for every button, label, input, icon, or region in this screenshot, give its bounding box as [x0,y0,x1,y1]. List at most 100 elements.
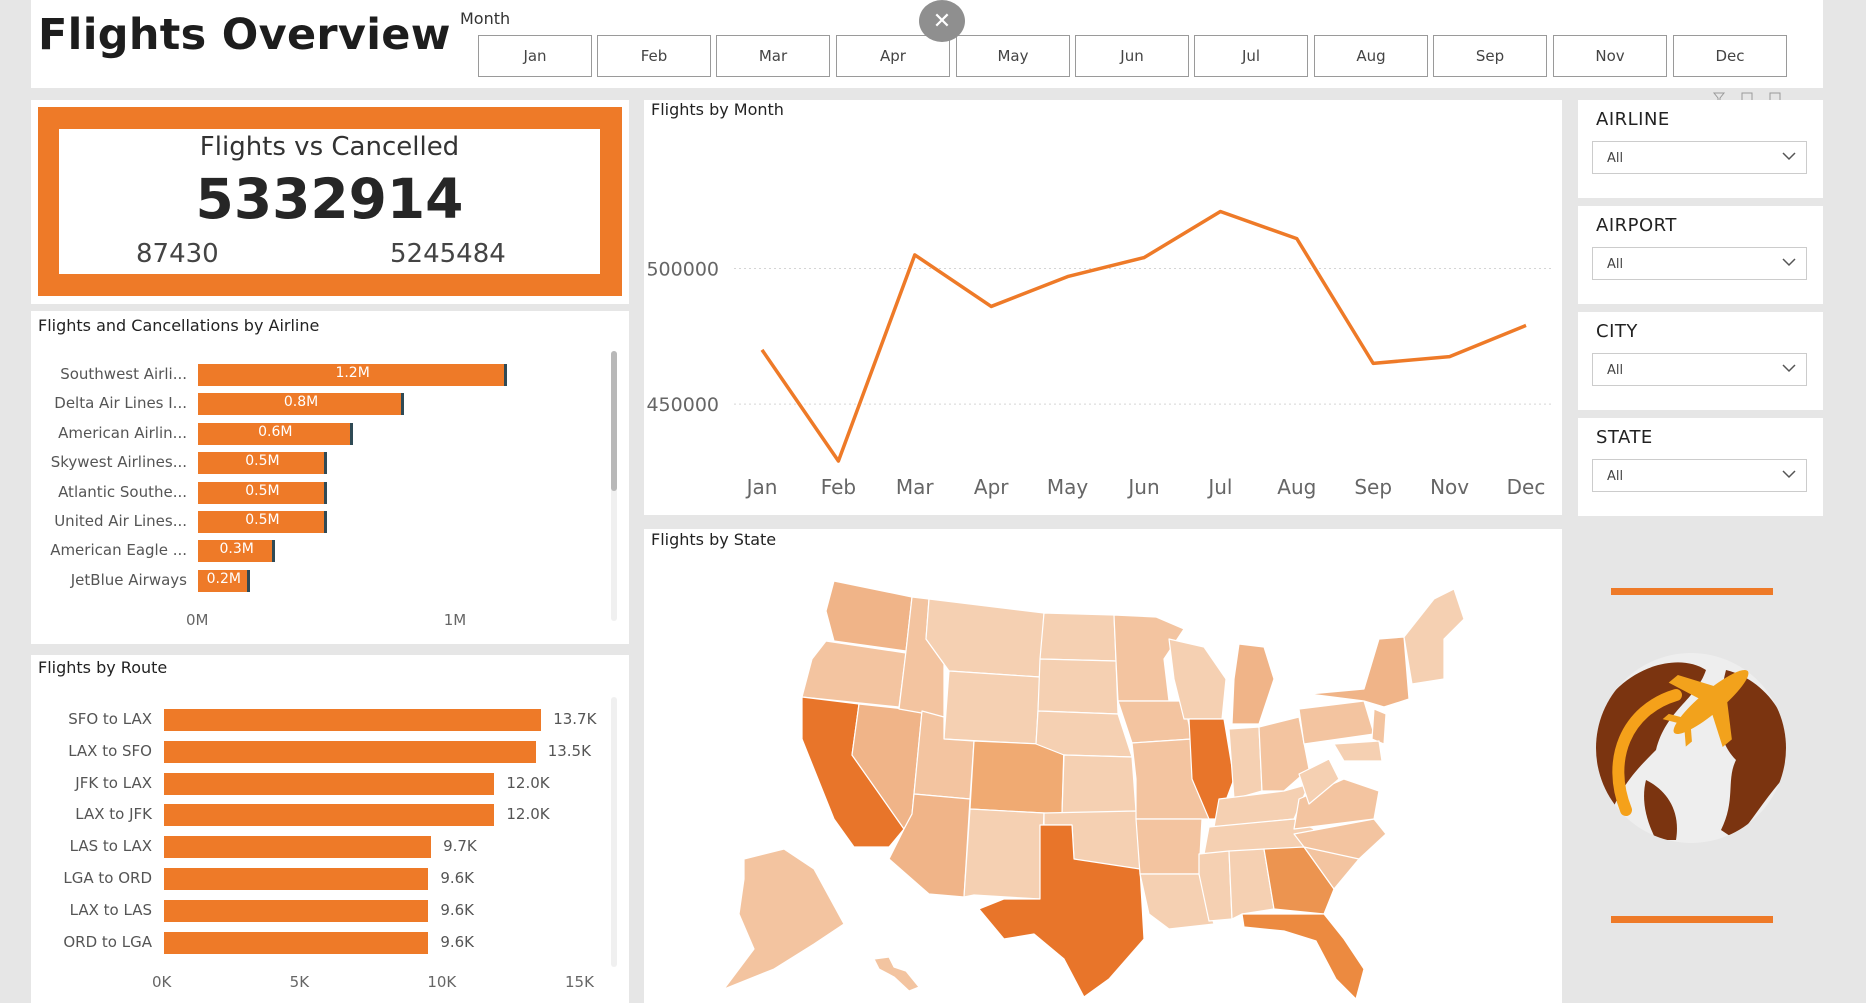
route-chart-scrollbar[interactable] [611,697,617,967]
month-button-jun[interactable]: Jun [1075,35,1189,77]
bar-value-label: 0.6M [258,423,293,440]
slicer-title: CITY [1596,321,1638,342]
bar-value-label: 0.3M [219,541,254,558]
bar[interactable] [164,709,542,731]
month-button-jul[interactable]: Jul [1194,35,1308,77]
bar[interactable] [198,481,327,504]
line-series[interactable] [760,209,1527,463]
bar[interactable] [164,772,495,795]
kpi-title: Flights vs Cancelled [199,132,460,162]
bar-category-label: Skywest Airlines... [50,453,187,472]
state-FL [1241,913,1365,1000]
slicer-title: AIRLINE [1596,109,1670,130]
bar-category-label: LAX to LAS [69,900,152,919]
state-WY [943,670,1041,745]
bar-value-label: 12.0K [506,773,550,792]
month-button-dec[interactable]: Dec [1673,35,1787,77]
month-button-nov[interactable]: Nov [1553,35,1667,77]
state-LA [1139,873,1215,930]
state-IN [1228,726,1263,800]
bar[interactable] [198,422,353,445]
slicer-title: STATE [1596,427,1653,448]
bar-value-label: 9.7K [443,837,477,856]
bar[interactable] [164,836,432,859]
globe-plane-logo [1596,653,1786,843]
bar-value-label: 9.6K [440,932,475,951]
bar[interactable] [164,899,429,922]
bar[interactable] [198,511,327,533]
bar[interactable] [198,393,405,416]
slicer-selected-value: All [1607,469,1624,484]
state-NE [1035,710,1133,758]
x-axis-tick: Jul [1206,475,1232,499]
bar-value-label: 13.5K [547,741,591,760]
slicer-dropdown[interactable]: All [1592,459,1807,492]
close-icon[interactable]: ✕ [919,0,965,42]
bar[interactable] [164,931,429,954]
state-HI [873,956,920,992]
month-line-chart: 500000 450000 Jan Feb Mar Apr May Jun Jul Aug Sep N… [646,209,1554,499]
bar[interactable] [198,540,276,563]
y-axis-tick: 500000 [646,258,719,280]
slicer-selected-value: All [1607,257,1624,272]
bar-value-label: 1.2M [335,365,370,381]
state-OH [1258,716,1310,792]
month-button-jan[interactable]: Jan [478,35,592,77]
airline-chart-panel: Flights and Cancellations by Airline Sou… [31,311,629,644]
slicer-state: STATE All [1578,418,1823,516]
state-PA [1298,700,1375,745]
bar-category-label: JetBlue Airways [70,570,187,589]
state-NM [963,808,1045,900]
bar-category-label: SFO to LAX [68,710,152,728]
chevron-down-icon[interactable] [1782,255,1796,269]
state-AR [1135,818,1203,875]
bar[interactable] [164,740,536,763]
bar-category-label: LGA to ORD [63,869,152,887]
slicer-dropdown[interactable]: All [1592,247,1807,280]
x-axis-tick: Sep [1354,475,1392,499]
slicer-dropdown[interactable]: All [1592,353,1807,386]
kpi-card: Flights vs Cancelled 5332914 87430 52454… [59,129,600,274]
bar[interactable] [164,868,429,890]
chevron-down-icon[interactable] [1782,467,1796,481]
state-SD [1037,658,1119,715]
bar-category-label: Southwest Airli... [60,365,187,383]
airline-chart-scrollbar[interactable] [611,351,617,621]
month-chart-panel: Flights by Month 500000 450000 Jan Feb Mar Ap… [644,100,1562,515]
bar[interactable] [164,804,495,827]
state-ND [1039,612,1117,662]
bar-category-label: JFK to LAX [75,773,152,792]
month-button-sep[interactable]: Sep [1433,35,1547,77]
month-button-mar[interactable]: Mar [716,35,830,77]
chevron-down-icon[interactable] [1782,361,1796,375]
x-axis-tick: Jan [745,475,778,499]
chevron-down-icon[interactable] [1782,149,1796,163]
month-button-aug[interactable]: Aug [1314,35,1428,77]
bar[interactable] [198,569,250,592]
slicer-dropdown[interactable]: All [1592,141,1807,174]
state-KS [1061,754,1137,815]
slicer-airport: AIRPORT All [1578,206,1823,304]
state-AK [723,848,845,990]
state-TX [978,824,1145,998]
us-state-map [723,580,1465,1000]
kpi-total-value: 5332914 [195,167,464,231]
x-axis-tick: 0M [186,611,209,629]
x-axis-tick: Dec [1507,475,1546,499]
x-axis-tick: Feb [821,475,856,499]
state-MI [1231,643,1275,725]
slicer-selected-value: All [1607,363,1624,378]
month-button-feb[interactable]: Feb [597,35,711,77]
bar-category-label: LAS to LAX [69,837,152,856]
x-axis-tick: 10K [427,973,457,991]
x-axis-tick: 15K [565,973,594,991]
x-axis-tick: 1M [443,611,467,629]
state-NC [1293,818,1387,860]
airline-chart-scroll-thumb[interactable] [611,351,617,491]
month-button-apr[interactable]: Apr [836,35,950,77]
bar-category-label: Delta Air Lines I... [54,394,187,413]
bar[interactable] [198,452,327,475]
bar[interactable] [198,364,508,386]
month-button-may[interactable]: May [956,35,1070,77]
bar-value-label: 0.5M [245,482,280,499]
